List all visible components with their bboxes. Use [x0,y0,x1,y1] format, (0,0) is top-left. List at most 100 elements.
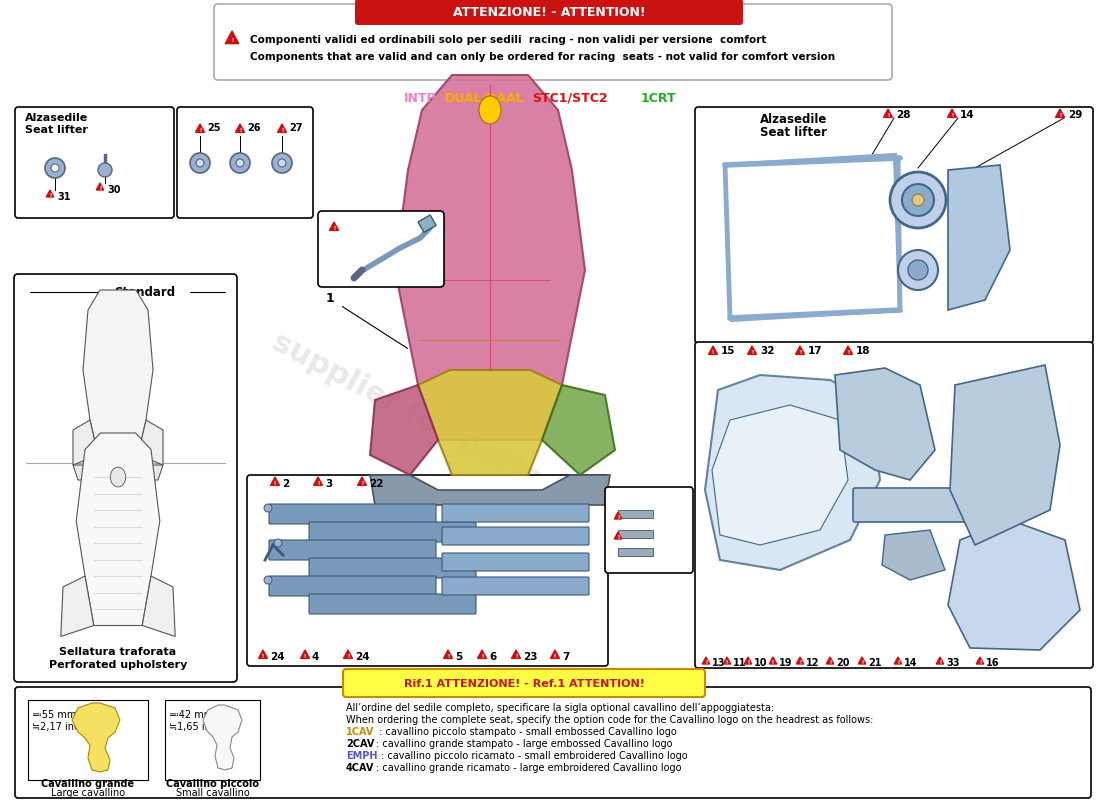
Text: !: ! [99,186,101,190]
Text: Rif.1 ATTENZIONE! - Ref.1 ATTENTION!: Rif.1 ATTENZIONE! - Ref.1 ATTENTION! [404,679,645,689]
Polygon shape [46,190,54,197]
Polygon shape [343,650,352,658]
Text: 28: 28 [896,110,911,120]
Circle shape [236,159,244,167]
FancyBboxPatch shape [15,107,174,218]
Text: 27: 27 [289,123,302,133]
Polygon shape [844,346,852,354]
Circle shape [264,576,272,584]
Polygon shape [395,75,585,440]
Circle shape [902,184,934,216]
Text: 4CAV: 4CAV [346,763,374,773]
FancyBboxPatch shape [15,687,1091,798]
Circle shape [898,250,938,290]
Text: !: ! [712,350,714,355]
Text: ≕42 mm: ≕42 mm [169,710,213,720]
Text: Componenti validi ed ordinabili solo per sedili  racing - non validi per version: Componenti validi ed ordinabili solo per… [250,35,767,45]
Polygon shape [708,346,717,354]
Polygon shape [705,375,880,570]
Text: 24: 24 [355,652,370,662]
Text: 20: 20 [836,658,849,668]
Polygon shape [73,420,98,465]
Text: 19: 19 [779,658,792,668]
Text: !: ! [617,534,619,540]
Text: 7: 7 [562,652,570,662]
Text: !: ! [199,128,201,133]
Text: !: ! [847,350,849,355]
Text: 1CAV: 1CAV [346,727,374,737]
Text: 22: 22 [368,479,384,489]
Ellipse shape [478,96,500,124]
Polygon shape [512,650,520,658]
Bar [618,530,653,538]
Polygon shape [950,365,1060,545]
Text: 2: 2 [282,479,289,489]
Polygon shape [97,183,103,190]
Text: !: ! [515,654,517,658]
Text: 18: 18 [856,346,870,356]
FancyBboxPatch shape [248,475,608,666]
Polygon shape [614,532,622,539]
Text: 25: 25 [207,123,220,133]
Polygon shape [977,657,983,664]
Text: ATTENZIONE! - ATTENTION!: ATTENZIONE! - ATTENTION! [453,6,646,19]
Text: Sellatura traforata: Sellatura traforata [59,647,177,657]
Bar [618,510,653,518]
Polygon shape [271,477,279,486]
Polygon shape [443,650,452,658]
Text: 23: 23 [522,652,538,662]
FancyBboxPatch shape [14,274,236,682]
FancyBboxPatch shape [695,107,1093,343]
Text: !: ! [1059,113,1062,118]
Text: 6: 6 [490,652,496,662]
Text: !: ! [829,660,832,665]
Polygon shape [73,465,163,480]
Text: All’ordine del sedile completo, specificare la sigla optional cavallino dell’app: All’ordine del sedile completo, specific… [346,703,774,713]
Text: 1: 1 [326,291,334,305]
Text: 8: 8 [342,221,350,231]
Text: !: ! [887,113,889,118]
FancyBboxPatch shape [343,669,705,697]
Text: Cavallino grande: Cavallino grande [42,779,134,789]
Circle shape [890,172,946,228]
Text: 16: 16 [986,658,1000,668]
Text: : cavallino piccolo stampato - small embossed Cavallino logo: : cavallino piccolo stampato - small emb… [376,727,676,737]
Text: !: ! [554,654,557,658]
Text: DUAL/DAAL: DUAL/DAAL [446,91,525,105]
Text: 11: 11 [733,658,747,668]
Text: 24: 24 [270,652,285,662]
Text: 10: 10 [626,531,639,541]
Polygon shape [858,657,866,664]
FancyBboxPatch shape [442,527,588,545]
FancyBboxPatch shape [318,211,444,287]
FancyBboxPatch shape [355,0,742,25]
Polygon shape [196,124,205,132]
Text: : cavallino piccolo ricamato - small embroidered Cavallino logo: : cavallino piccolo ricamato - small emb… [381,751,688,761]
Polygon shape [769,657,777,664]
Text: 12: 12 [806,658,820,668]
Polygon shape [226,31,239,43]
Text: 5: 5 [455,652,462,662]
FancyBboxPatch shape [442,504,588,522]
FancyBboxPatch shape [214,4,892,80]
Text: !: ! [262,654,264,658]
Text: !: ! [274,481,276,486]
Text: !: ! [861,660,864,665]
Text: !: ! [304,654,306,658]
Polygon shape [712,405,848,545]
Circle shape [230,153,250,173]
Text: !: ! [346,654,349,658]
Polygon shape [614,512,622,519]
FancyBboxPatch shape [309,594,476,614]
Polygon shape [702,657,710,664]
Bar [418,215,436,232]
Text: Small cavallino: Small cavallino [176,788,250,798]
Polygon shape [542,385,615,475]
Text: supplier for parts since 1...: supplier for parts since 1... [267,328,693,572]
Text: 14: 14 [904,658,917,668]
Polygon shape [300,650,309,658]
Text: Seat lifter: Seat lifter [760,126,827,139]
Text: Standard: Standard [114,286,176,298]
Text: !: ! [280,128,283,133]
Text: !: ! [239,128,241,133]
